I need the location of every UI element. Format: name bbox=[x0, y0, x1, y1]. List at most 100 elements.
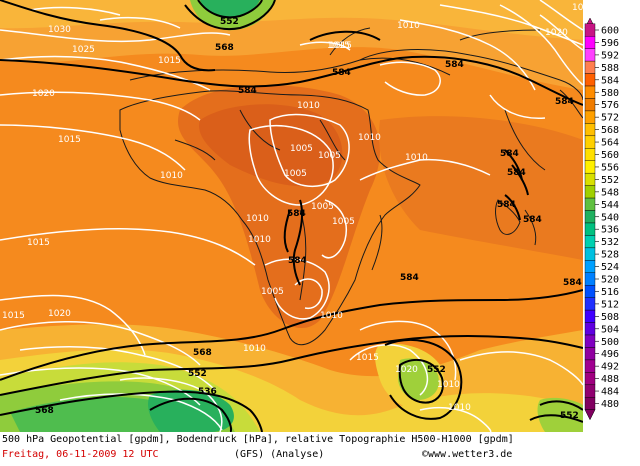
legend-swatch bbox=[584, 397, 596, 410]
isobar-label: 1005 bbox=[284, 169, 307, 179]
legend-swatch bbox=[584, 110, 596, 124]
legend-label: 492 bbox=[601, 362, 619, 373]
legend-label: 524 bbox=[601, 262, 619, 273]
isobar-label: 1005 bbox=[311, 202, 334, 212]
legend-swatch bbox=[584, 85, 596, 99]
legend-label: 532 bbox=[601, 237, 619, 248]
legend-arrow-bottom bbox=[584, 409, 596, 421]
geo-label: 584 bbox=[555, 97, 574, 107]
isobar-label: 1015 bbox=[356, 353, 379, 363]
geo-label: 584 bbox=[497, 200, 516, 210]
legend-swatch bbox=[584, 322, 596, 336]
geo-label: 584 bbox=[445, 60, 464, 70]
isobar-label: 1005 bbox=[261, 287, 284, 297]
legend-swatch bbox=[584, 98, 596, 112]
coastlines bbox=[119, 27, 583, 346]
legend-label: 596 bbox=[601, 38, 619, 49]
legend-swatch bbox=[584, 235, 596, 249]
legend-swatch bbox=[584, 309, 596, 323]
isobar-label: 1005 bbox=[290, 144, 313, 154]
legend-label: 584 bbox=[601, 75, 619, 86]
legend-label: 512 bbox=[601, 299, 619, 310]
legend-swatch bbox=[584, 372, 596, 386]
legend-label: 544 bbox=[601, 200, 619, 211]
geo-label: 584 bbox=[287, 209, 306, 219]
weather-map: 552 568 584 584 584 584 584 584 584 584 … bbox=[0, 0, 583, 432]
isobar-label: 1010 bbox=[437, 380, 460, 390]
legend-label: 504 bbox=[601, 324, 619, 335]
legend-swatch bbox=[584, 123, 596, 137]
geo-label: 584 bbox=[563, 278, 582, 288]
geo-label: 568 bbox=[215, 43, 234, 53]
isobars bbox=[0, 0, 583, 432]
geo-label: 552 bbox=[188, 369, 207, 379]
field-low-green bbox=[398, 358, 439, 400]
legend-label: 500 bbox=[601, 337, 619, 348]
legend-swatch bbox=[584, 222, 596, 236]
legend-label: 588 bbox=[601, 63, 619, 74]
isobar-label: 1015 bbox=[572, 3, 583, 13]
legend-label: 480 bbox=[601, 399, 619, 410]
legend-swatch bbox=[584, 135, 596, 149]
legend-label: 516 bbox=[601, 287, 619, 298]
legend-swatch bbox=[584, 210, 596, 224]
isobar-label: 1010 bbox=[358, 133, 381, 143]
legend-swatch bbox=[584, 73, 596, 87]
field-indian-ocean bbox=[379, 116, 583, 260]
legend-label: 576 bbox=[601, 100, 619, 111]
isobar-label: 1010 bbox=[248, 235, 271, 245]
pressure-labels: 1030 1025 1020 1015 1015 1010 1010 1015 … bbox=[2, 3, 583, 413]
legend-swatch bbox=[584, 197, 596, 211]
isobar-label: 1015 bbox=[58, 135, 81, 145]
field-north-light bbox=[0, 0, 583, 40]
caption-datetime: Freitag, 06-11-2009 12 UTC bbox=[2, 449, 159, 460]
legend-swatch bbox=[584, 359, 596, 373]
legend-swatch bbox=[584, 297, 596, 311]
isobar-label: 1010 bbox=[320, 311, 343, 321]
caption-meta: Freitag, 06-11-2009 12 UTC (GFS) (Analys… bbox=[2, 449, 638, 460]
legend-label: 564 bbox=[601, 138, 619, 149]
geo-label: 584 bbox=[332, 68, 351, 78]
legend-swatch bbox=[584, 185, 596, 199]
geo-label: 552 bbox=[427, 365, 446, 375]
legend-swatch bbox=[584, 172, 596, 186]
geo-label: 584 bbox=[500, 149, 519, 159]
legend-label: 540 bbox=[601, 212, 619, 223]
legend-label: 592 bbox=[601, 50, 619, 61]
geo-label: 536 bbox=[198, 387, 217, 397]
legend-label: 484 bbox=[601, 387, 619, 398]
legend-swatch bbox=[584, 347, 596, 361]
legend-label: 580 bbox=[601, 88, 619, 99]
legend-label: 528 bbox=[601, 250, 619, 261]
legend-label: 536 bbox=[601, 225, 619, 236]
isobar-label: 1010 bbox=[405, 153, 428, 163]
legend-swatch bbox=[584, 334, 596, 348]
geo-label: 584 bbox=[523, 215, 542, 225]
isobar-label: 1005 bbox=[318, 151, 341, 161]
isobar-label: 1030 bbox=[48, 25, 71, 35]
geo-label: 568 bbox=[35, 406, 54, 416]
isobar-label: 1015 bbox=[329, 41, 352, 51]
isobar-label: 1010 bbox=[160, 171, 183, 181]
geo-label: 584 bbox=[400, 273, 419, 283]
legend-label: 568 bbox=[601, 125, 619, 136]
legend-swatch bbox=[584, 285, 596, 298]
caption-model: (GFS) (Analyse) bbox=[234, 449, 325, 460]
isobar-label: 1025 bbox=[72, 45, 95, 55]
isobar-label: 1020 bbox=[545, 28, 568, 38]
isobar-label: 1005 bbox=[332, 217, 355, 227]
isobar-label: 1015 bbox=[27, 238, 50, 248]
isobar-label: 1010 bbox=[448, 403, 471, 413]
legend-label: 600 bbox=[601, 26, 619, 37]
legend-swatch bbox=[584, 60, 596, 74]
geo-label: 584 bbox=[238, 86, 257, 96]
isobar-label: 1020 bbox=[48, 309, 71, 319]
legend-label: 520 bbox=[601, 275, 619, 286]
legend-swatch bbox=[584, 260, 596, 273]
isobar-label: 1020 bbox=[395, 365, 418, 375]
geo-label: 568 bbox=[193, 348, 212, 358]
legend-swatch bbox=[584, 23, 596, 37]
color-legend: 600 596 592 588 584 580 576 572 568 564 560 556 552 5… bbox=[583, 0, 640, 432]
geo-label: 552 bbox=[560, 411, 579, 421]
isobar-label: 1020 bbox=[32, 89, 55, 99]
